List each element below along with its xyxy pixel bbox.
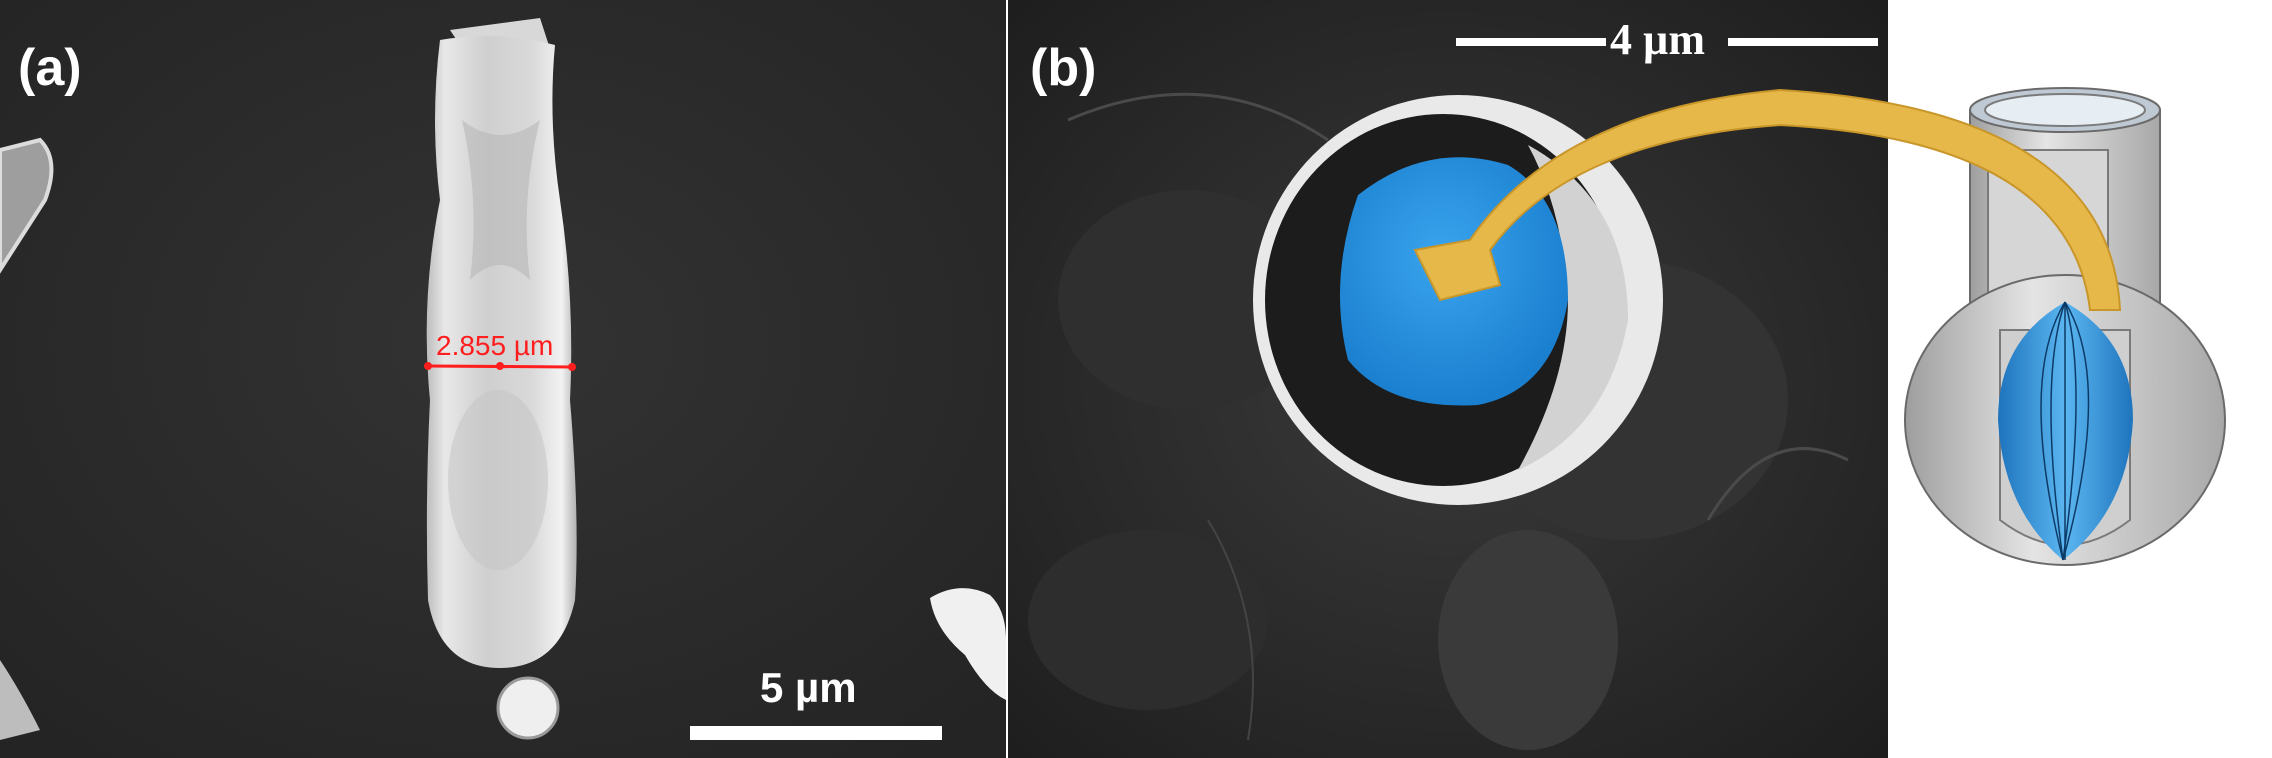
sem-image-a <box>0 0 1006 758</box>
measurement-line <box>424 362 576 371</box>
sem-panel-a: (a) 2.855 µm 5 µm <box>0 0 1006 758</box>
panel-label-b: (b) <box>1030 39 1097 97</box>
edge-particle <box>0 140 52 270</box>
panel-divider <box>1006 0 1008 758</box>
scale-bar-a <box>690 726 942 740</box>
small-sphere <box>498 678 558 738</box>
sem-panel-b: (b) 4 µm <box>1008 0 1888 758</box>
scale-bar-b-right <box>1728 38 1878 46</box>
panel-label-a: (a) <box>18 39 82 97</box>
measurement-label: 2.855 µm <box>436 330 554 361</box>
scale-bar-b-left <box>1456 38 1606 46</box>
blue-particle <box>1340 157 1568 406</box>
scale-bar-label-b: 4 µm <box>1610 15 1706 64</box>
sem-image-b <box>1008 0 1888 758</box>
blob-particle <box>930 588 1006 700</box>
scale-bar-label-a: 5 µm <box>760 664 857 711</box>
schematic-illustration <box>1904 87 2226 566</box>
schematic-panel <box>1888 0 2272 758</box>
